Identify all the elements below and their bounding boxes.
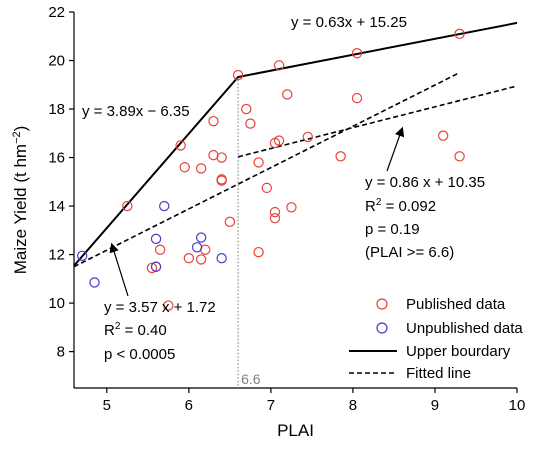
legend-unpublished-marker: [376, 322, 388, 334]
legend-upper-boundary-label: Upper bourdary: [406, 343, 511, 360]
published-data-point: [302, 131, 314, 143]
unpublished-data-point: [150, 233, 162, 245]
right-fit-p: p = 0.19: [365, 221, 420, 238]
published-data-point: [195, 163, 207, 174]
left-fit-equation: y = 3.57 x + 1.72: [104, 299, 216, 316]
published-data-point: [261, 182, 272, 194]
published-data-point: [454, 151, 465, 162]
unpublished-data-point: [195, 232, 207, 243]
unpublished-data-point: [191, 242, 203, 253]
published-data-point: [351, 92, 363, 104]
x-axis-label: PLAI: [277, 421, 314, 440]
x-tick-label: 5: [103, 397, 111, 414]
y-axis-label-sup: −2: [11, 131, 23, 144]
published-data-point: [282, 89, 293, 100]
y-tick-label: 12: [48, 247, 65, 264]
y-tick-label: 10: [48, 295, 65, 312]
published-data-point: [286, 202, 297, 213]
r2-prefix: R: [104, 322, 115, 339]
published-data-point: [154, 244, 166, 255]
y-tick-label: 22: [48, 4, 65, 21]
y-tick-label: 18: [48, 101, 65, 118]
published-data-point: [335, 151, 346, 162]
r2-prefix: R: [365, 198, 376, 215]
points-layer: [77, 28, 465, 311]
y-axis-label-main: Maize Yield (t hm: [11, 144, 30, 274]
unpublished-data-point: [150, 261, 162, 272]
published-data-point: [179, 162, 190, 173]
published-data-point: [216, 175, 227, 186]
published-data-point: [437, 130, 449, 141]
x-tick-label: 10: [509, 397, 526, 414]
left-annotation-arrow: [109, 242, 129, 297]
left-fit-p: p < 0.0005: [104, 346, 175, 363]
legend-fitted-label: Fitted line: [406, 365, 471, 382]
published-data-point: [269, 212, 281, 224]
x-tick-label: 6: [185, 397, 193, 414]
unpublished-data-point: [216, 253, 227, 264]
y-axis-label-close: ): [11, 126, 30, 132]
published-data-point: [253, 246, 264, 258]
published-data-point: [224, 216, 236, 228]
published-data-point: [241, 103, 252, 115]
published-data-point: [232, 69, 244, 81]
upper-boundary-line: [73, 21, 518, 267]
upper-left-equation: y = 3.89x − 6.35: [82, 103, 190, 120]
published-data-point: [351, 48, 363, 59]
unpublished-data-point: [77, 250, 88, 261]
r2-sup: 2: [115, 321, 121, 332]
y-tick-label: 20: [48, 53, 65, 70]
y-axis-label: Maize Yield (t hm−2): [11, 126, 30, 275]
unpublished-data-point: [159, 200, 170, 212]
published-data-point: [163, 300, 174, 311]
published-data-point: [195, 254, 207, 265]
published-data-point: [269, 206, 281, 218]
legend-published-marker: [376, 298, 388, 310]
published-data-point: [175, 140, 186, 151]
r2-rest: = 0.092: [381, 198, 436, 215]
x-tick-label: 7: [267, 397, 275, 414]
left-fit-r2: R2 = 0.40: [104, 321, 167, 339]
legend-unpublished-label: Unpublished data: [406, 320, 523, 337]
y-tick-label: 14: [48, 198, 65, 215]
published-data-point: [253, 157, 264, 168]
published-data-point: [454, 28, 465, 40]
published-data-point: [245, 118, 256, 129]
right-fit-condition: (PLAI >= 6.6): [365, 244, 454, 261]
published-data-point: [208, 115, 219, 127]
published-data-point: [273, 60, 285, 71]
x-tick-label: 8: [349, 397, 357, 414]
legend-published-label: Published data: [406, 296, 506, 313]
upper-right-equation: y = 0.63x + 15.25: [291, 14, 407, 31]
r2-rest: = 0.40: [120, 322, 166, 339]
legend: Published data Unpublished data Upper bo…: [349, 296, 523, 382]
fitted-line: [237, 85, 518, 158]
y-tick-label: 16: [48, 150, 65, 167]
right-fit-equation: y = 0.86 x + 10.35: [365, 174, 485, 191]
published-data-point: [273, 135, 285, 146]
x-tick-label: 9: [431, 397, 439, 414]
threshold-label: 6.6: [241, 371, 261, 387]
unpublished-data-point: [89, 277, 100, 288]
published-data-point: [216, 152, 227, 163]
r2-sup: 2: [376, 197, 382, 208]
lines-layer: [73, 21, 518, 268]
published-data-point: [122, 200, 133, 212]
right-annotation-arrow: [386, 126, 405, 172]
y-tick-label: 8: [57, 344, 65, 361]
published-data-point: [183, 253, 195, 264]
published-data-point: [146, 262, 158, 274]
right-fit-r2: R2 = 0.092: [365, 197, 436, 215]
